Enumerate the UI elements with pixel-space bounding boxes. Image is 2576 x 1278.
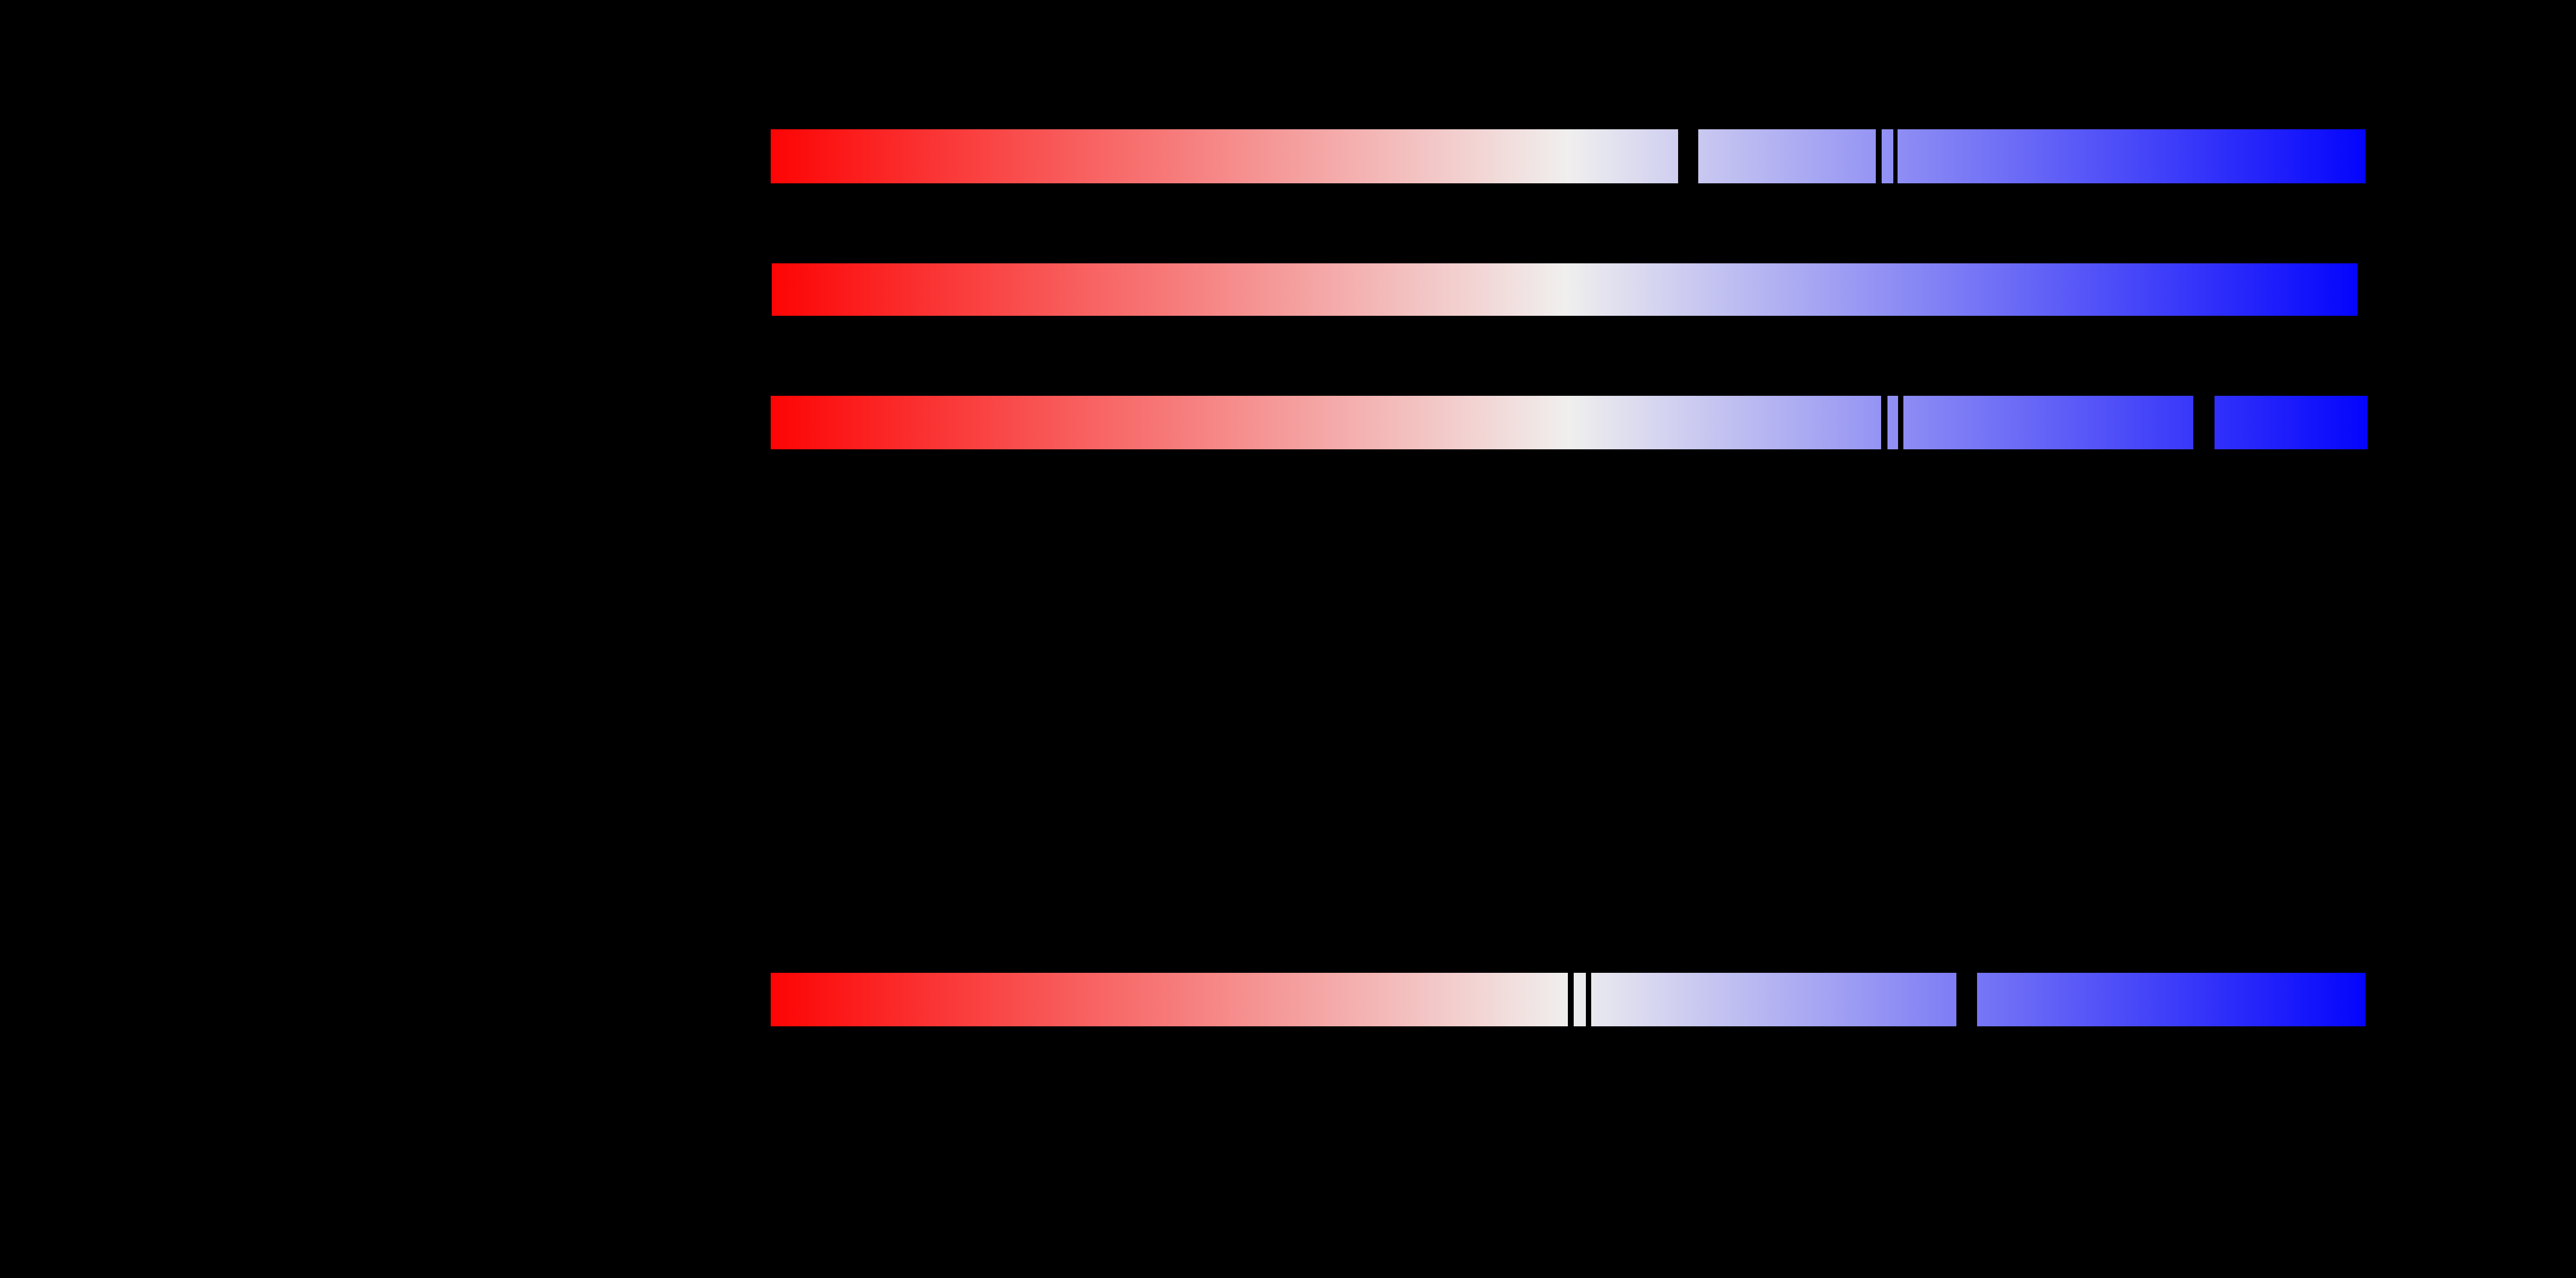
segment-break-wide-gap bbox=[1678, 129, 1698, 184]
segment-break-thin-tick bbox=[1881, 395, 1887, 450]
segment-break-thin-tick bbox=[1568, 972, 1574, 1027]
segment-break-wide-gap bbox=[2193, 395, 2215, 450]
gradient-strip-2 bbox=[772, 263, 2358, 316]
gradient-strip-4 bbox=[771, 972, 2366, 1027]
segment-break-thin-tick bbox=[1898, 395, 1903, 450]
segment-break-thin-tick bbox=[1893, 129, 1898, 184]
segment-break-thin-tick bbox=[1876, 129, 1882, 184]
gradient-strip-1 bbox=[771, 129, 2366, 184]
segment-break-wide-gap bbox=[1956, 972, 1977, 1027]
segment-break-thin-tick bbox=[1586, 972, 1591, 1027]
gradient-strip-3 bbox=[771, 395, 2368, 450]
